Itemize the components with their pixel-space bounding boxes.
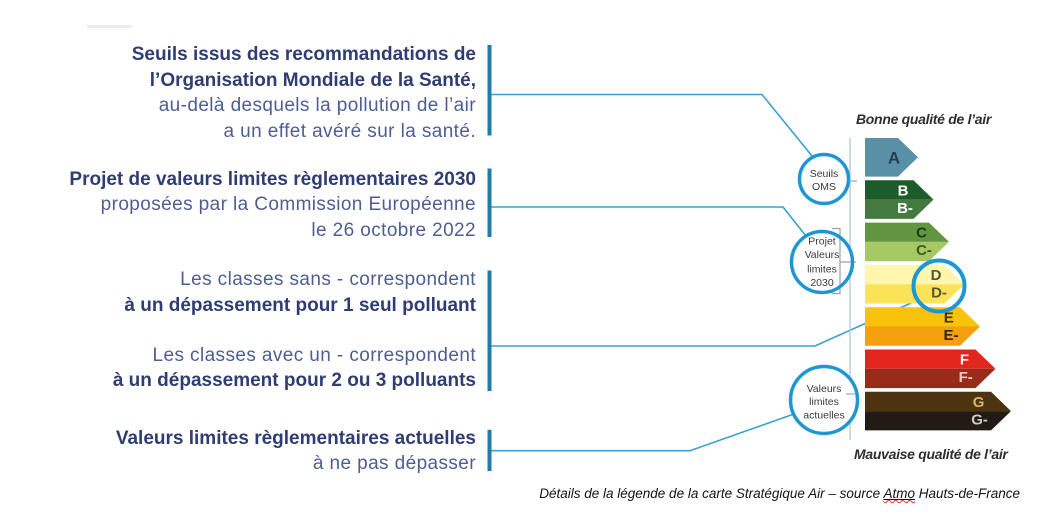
svg-text:C-: C- <box>916 242 932 259</box>
svg-text:D-: D- <box>931 285 947 302</box>
svg-text:Valeurs: Valeurs <box>807 383 842 395</box>
svg-text:limites: limites <box>809 396 839 408</box>
svg-text:F: F <box>960 352 969 369</box>
svg-text:limites: limites <box>807 264 837 276</box>
svg-text:E-: E- <box>944 327 959 344</box>
svg-text:2030: 2030 <box>810 277 834 289</box>
svg-text:E: E <box>944 309 954 326</box>
svg-text:actuelles: actuelles <box>803 409 844 421</box>
svg-text:OMS: OMS <box>812 181 836 193</box>
svg-text:Valeurs: Valeurs <box>805 249 840 261</box>
svg-text:Seuils: Seuils <box>810 168 839 180</box>
svg-text:D: D <box>931 267 942 284</box>
svg-text:C: C <box>916 225 927 242</box>
svg-text:A: A <box>888 148 900 167</box>
svg-text:F-: F- <box>959 369 973 386</box>
svg-text:Projet: Projet <box>808 235 836 247</box>
svg-text:G-: G- <box>971 411 988 428</box>
svg-text:B: B <box>898 182 909 199</box>
svg-text:B-: B- <box>897 200 913 217</box>
svg-text:G: G <box>973 394 985 411</box>
